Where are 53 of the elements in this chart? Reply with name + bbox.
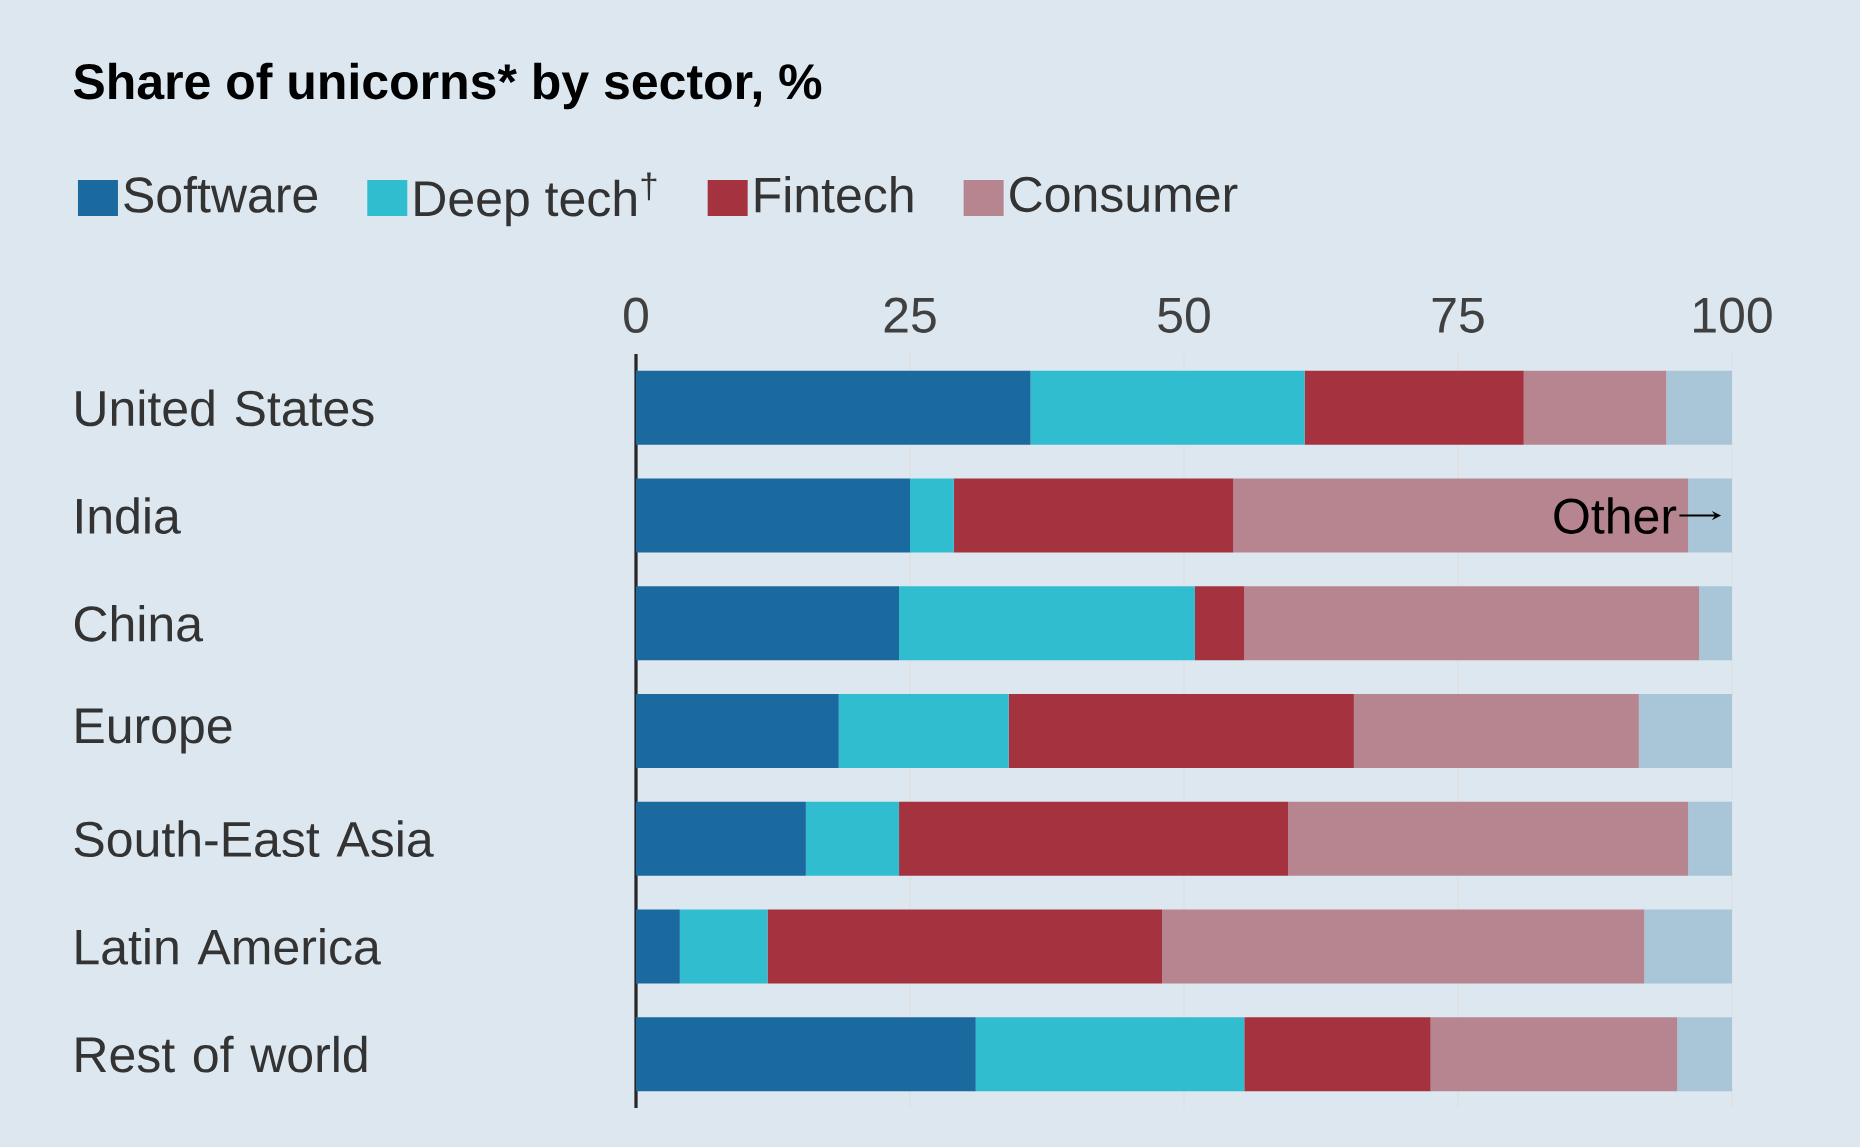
bar	[899, 801, 1289, 876]
bar	[1008, 694, 1354, 768]
bar	[1688, 801, 1732, 876]
bar	[1233, 478, 1689, 553]
y-tick-label: India	[77, 497, 181, 534]
bar	[1244, 1017, 1431, 1092]
bar	[910, 478, 954, 553]
bar	[899, 586, 1195, 661]
bar	[1644, 909, 1732, 984]
bar	[1030, 370, 1305, 445]
legend-label: Deep tech$^{†}$	[415, 172, 657, 227]
bar	[975, 1017, 1245, 1092]
x-tick-label: 100	[1694, 297, 1772, 333]
y-tick-label: United States	[76, 389, 374, 427]
bar	[1244, 586, 1700, 661]
y-tick-label: Europe	[76, 708, 232, 754]
bar	[1288, 801, 1689, 876]
bar	[1194, 586, 1245, 661]
bar	[1430, 1017, 1678, 1092]
y-tick-label: China	[74, 604, 204, 642]
x-tick-label: 25	[884, 297, 936, 333]
x-tick-label: 50	[1158, 297, 1210, 333]
bar	[1688, 478, 1732, 553]
bar	[1304, 370, 1524, 445]
bar	[1666, 370, 1732, 445]
series-label: Other	[1554, 497, 1677, 534]
bar	[636, 1017, 976, 1092]
legend-label: Software	[124, 176, 318, 213]
y-tick-label: Rest of world	[76, 1035, 367, 1073]
chart-title: Share of unicorns* by sector, %	[73, 62, 822, 110]
bar	[838, 694, 1009, 768]
bar	[636, 801, 806, 876]
bar	[1523, 370, 1667, 445]
legend-label: Consumer	[1010, 176, 1238, 213]
x-tick-label: 0	[624, 297, 648, 333]
bar	[636, 694, 839, 768]
bar	[1677, 1017, 1732, 1092]
bar	[636, 370, 1031, 445]
bar	[636, 478, 911, 553]
bar	[1353, 694, 1639, 768]
bar	[1638, 694, 1732, 768]
x-tick-label: 75	[1432, 298, 1484, 333]
y-tick-label: South-East Asia	[74, 820, 434, 858]
y-tick-label: Latin America	[76, 928, 381, 965]
bar	[805, 801, 900, 876]
bar	[953, 478, 1234, 553]
bar	[767, 909, 1163, 984]
bar	[1162, 909, 1645, 984]
bar	[636, 586, 900, 661]
bar	[679, 909, 768, 984]
bar	[1699, 586, 1732, 661]
bar	[636, 909, 680, 984]
legend-label: Fintech	[755, 176, 913, 213]
